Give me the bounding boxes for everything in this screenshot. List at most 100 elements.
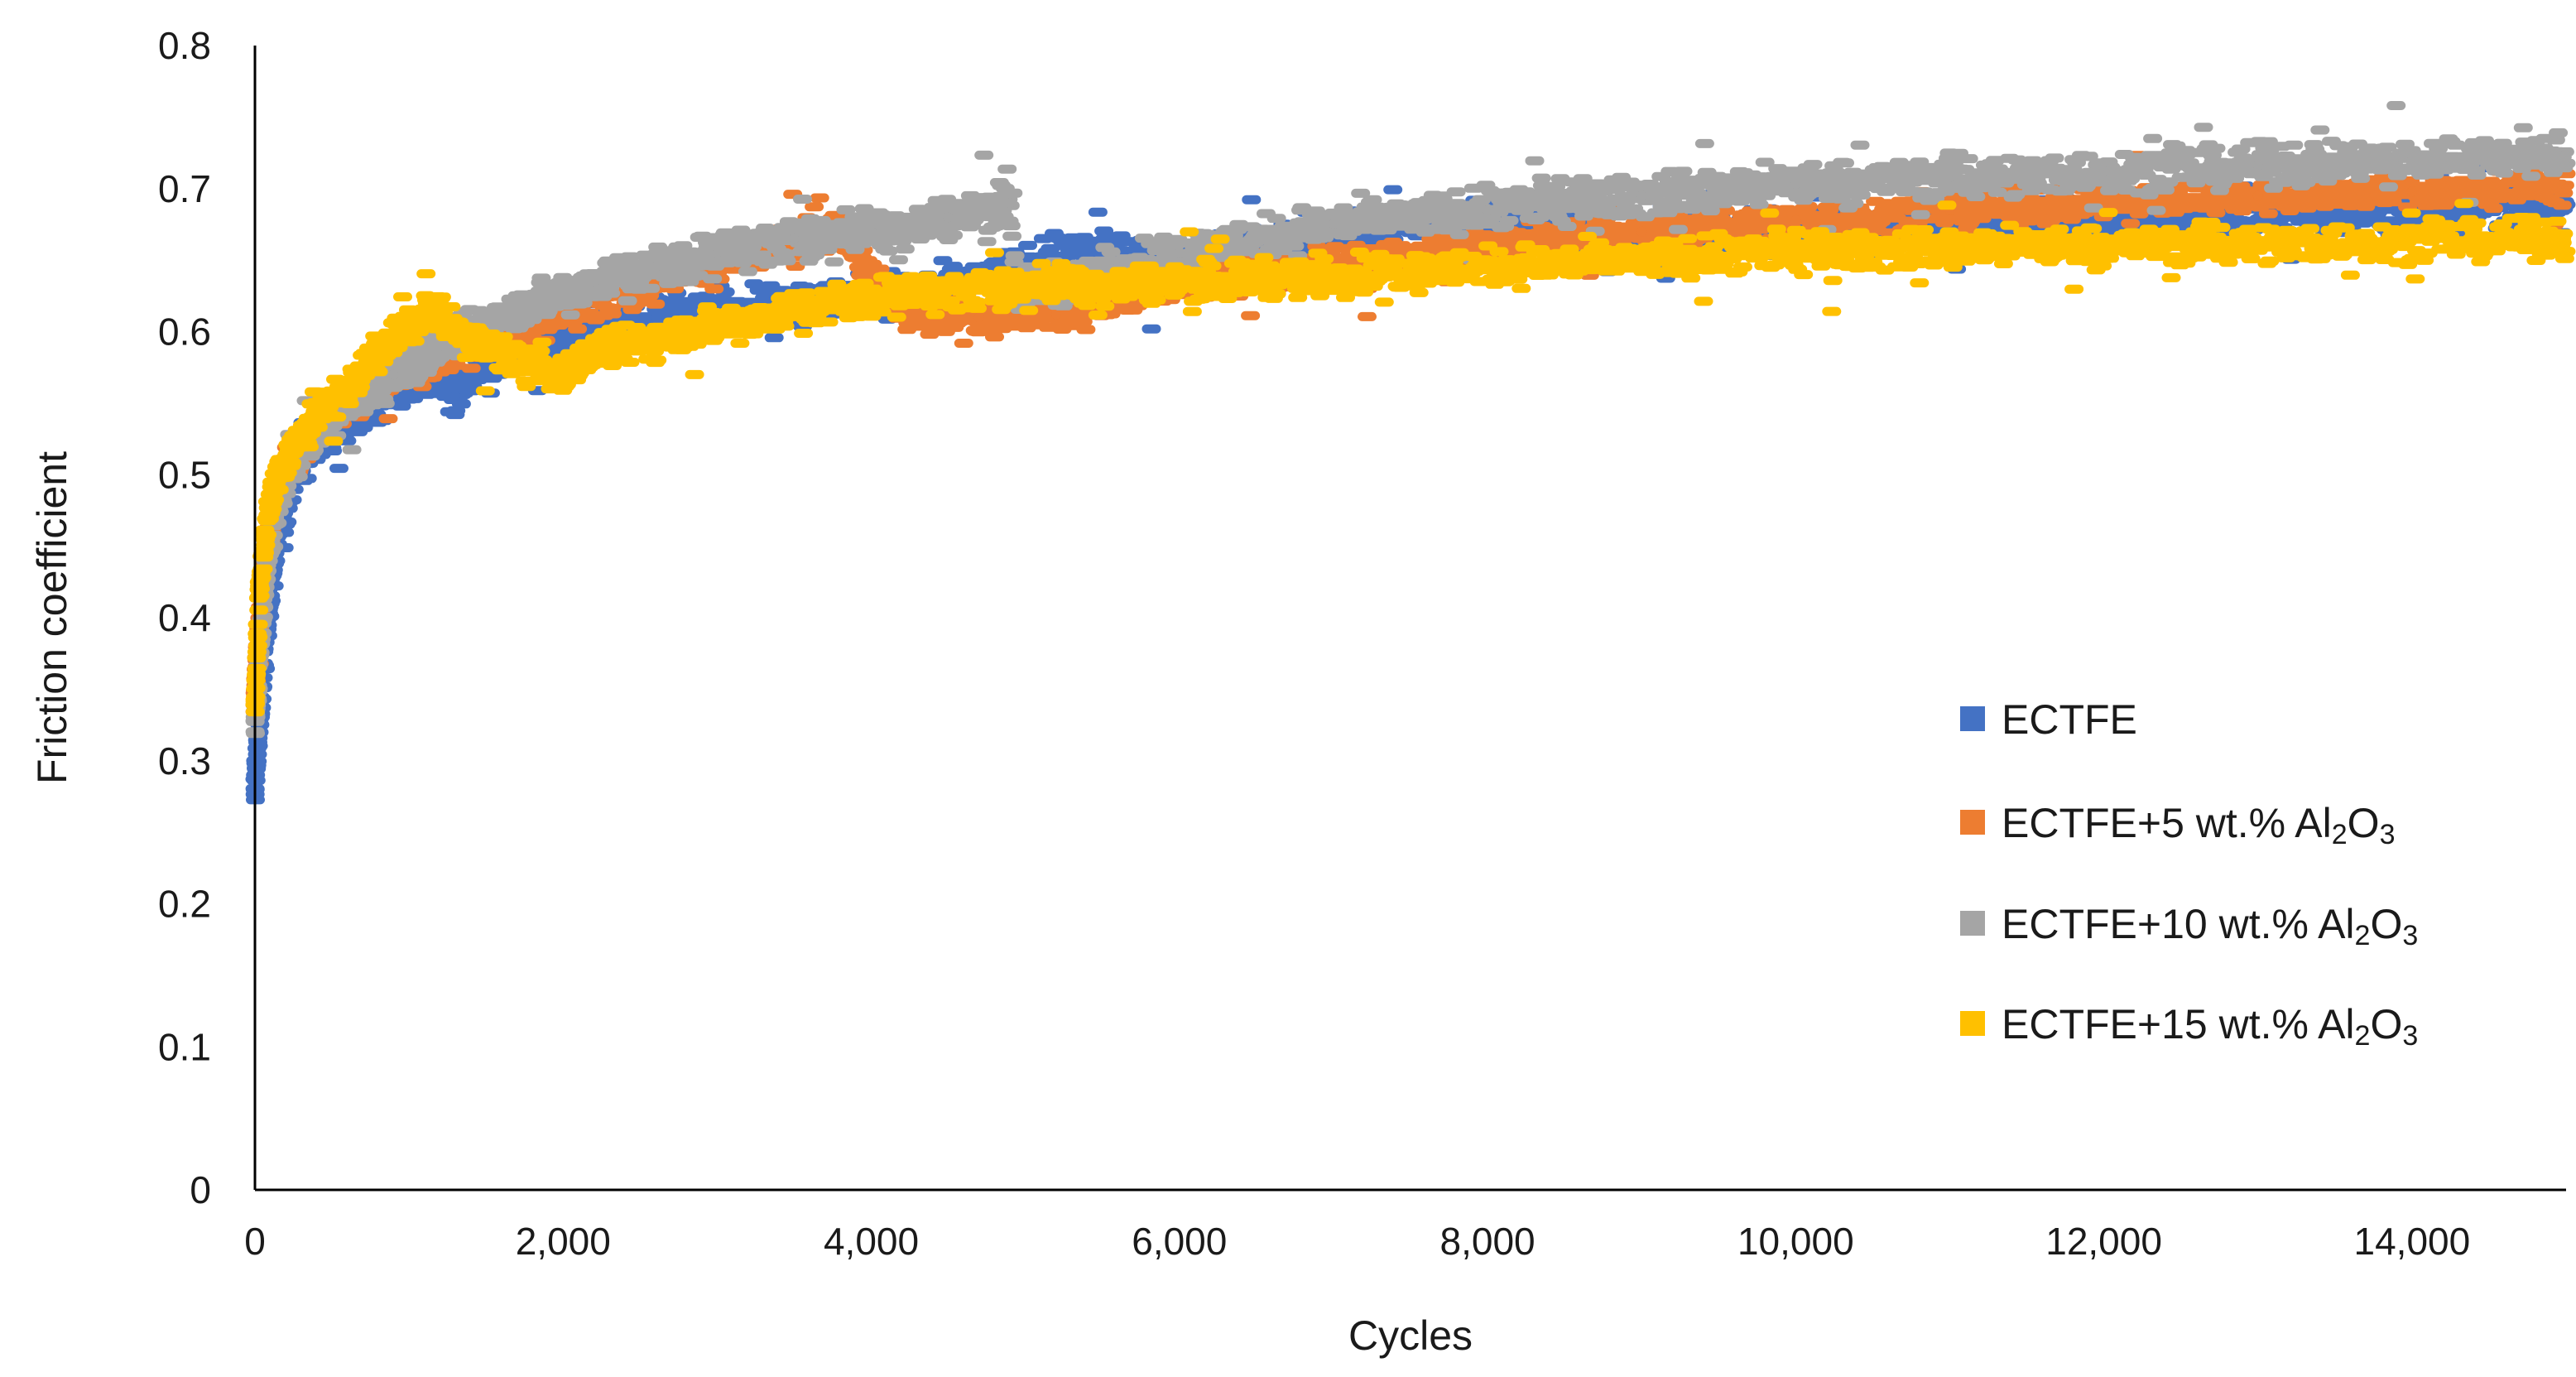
y-tick-label: 0.4 bbox=[158, 596, 211, 639]
x-tick-label: 2,000 bbox=[516, 1220, 611, 1263]
data-point bbox=[1790, 248, 1801, 258]
data-point bbox=[372, 348, 383, 359]
y-tick-label: 0.5 bbox=[158, 453, 211, 496]
data-point bbox=[2406, 236, 2417, 247]
data-point bbox=[550, 369, 560, 380]
data-layer bbox=[245, 101, 2576, 805]
legend-text-part: ECTFE+5 wt.% Al bbox=[2002, 800, 2332, 846]
data-point bbox=[1251, 234, 1262, 244]
legend-swatch bbox=[1960, 1011, 1985, 1036]
series-4 bbox=[245, 199, 2576, 717]
legend-text-part: O bbox=[2348, 800, 2380, 846]
data-point bbox=[1790, 179, 1801, 190]
data-point bbox=[342, 383, 353, 394]
data-point bbox=[1790, 214, 1801, 225]
data-point bbox=[272, 469, 283, 480]
data-point bbox=[650, 312, 661, 323]
legend-label: ECTFE+10 wt.% Al2O3 bbox=[2002, 901, 2418, 951]
data-point bbox=[712, 319, 723, 330]
x-tick-label: 0 bbox=[244, 1220, 266, 1263]
legend-text-part: ECTFE bbox=[2002, 696, 2137, 743]
data-point bbox=[1328, 219, 1338, 229]
data-point bbox=[1944, 171, 1955, 182]
data-point bbox=[1066, 248, 1077, 258]
data-point bbox=[1174, 248, 1185, 258]
legend-text-part: ECTFE+15 wt.% Al bbox=[2002, 1001, 2355, 1047]
data-point bbox=[789, 305, 800, 315]
data-point bbox=[450, 326, 460, 337]
legend-swatch bbox=[1960, 706, 1985, 731]
data-point bbox=[2561, 147, 2571, 158]
x-tick-label: 8,000 bbox=[1440, 1220, 1536, 1263]
legend-subscript: 3 bbox=[2402, 920, 2418, 951]
x-tick-label: 10,000 bbox=[1737, 1220, 1854, 1263]
data-point bbox=[866, 291, 877, 301]
legend-text-part: O bbox=[2370, 901, 2402, 947]
data-point bbox=[866, 226, 877, 237]
x-tick-label: 14,000 bbox=[2354, 1220, 2471, 1263]
data-point bbox=[2406, 155, 2417, 166]
legend-subscript: 3 bbox=[2380, 819, 2396, 850]
y-tick-label: 0.6 bbox=[158, 311, 211, 354]
data-point bbox=[1174, 277, 1185, 286]
legend-text-part: ECTFE+10 wt.% Al bbox=[2002, 901, 2355, 947]
data-point bbox=[789, 234, 800, 244]
data-point bbox=[527, 362, 537, 373]
data-point bbox=[1005, 198, 1016, 208]
legend-label: ECTFE+5 wt.% Al2O3 bbox=[2002, 800, 2395, 850]
data-point bbox=[2561, 234, 2571, 244]
y-tick-labels: 0 0.1 0.2 0.3 0.4 0.5 0.6 0.7 0.8 bbox=[158, 24, 211, 1211]
data-point bbox=[2098, 166, 2109, 176]
y-tick-label: 0.8 bbox=[158, 24, 211, 67]
x-tick-label: 4,000 bbox=[824, 1220, 919, 1263]
data-point bbox=[1050, 309, 1061, 320]
data-point bbox=[450, 391, 460, 402]
data-point bbox=[1020, 281, 1031, 291]
y-tick-label: 0.2 bbox=[158, 883, 211, 926]
data-point bbox=[2098, 240, 2109, 251]
data-point bbox=[388, 369, 399, 380]
data-point bbox=[262, 513, 272, 523]
legend-subscript: 2 bbox=[2332, 819, 2348, 850]
data-point bbox=[589, 348, 599, 359]
legend-swatch bbox=[1960, 810, 1985, 835]
data-point bbox=[254, 584, 265, 595]
data-point bbox=[2406, 186, 2417, 197]
data-point bbox=[650, 262, 661, 272]
data-point bbox=[1328, 269, 1338, 280]
data-point bbox=[527, 298, 537, 308]
data-point bbox=[288, 441, 299, 451]
data-point bbox=[712, 248, 723, 258]
data-point bbox=[435, 340, 445, 351]
data-point bbox=[1636, 190, 1647, 201]
y-tick-label: 0.7 bbox=[158, 167, 211, 210]
y-tick-label: 0.3 bbox=[158, 739, 211, 782]
data-point bbox=[481, 340, 492, 351]
x-axis-title: Cycles bbox=[1348, 1312, 1473, 1359]
legend-label: ECTFE bbox=[2002, 696, 2137, 743]
data-point bbox=[2252, 190, 2263, 201]
data-point bbox=[1636, 226, 1647, 237]
data-point bbox=[404, 319, 415, 330]
data-point bbox=[943, 212, 954, 223]
legend-swatch bbox=[1960, 911, 1985, 936]
y-axis-title: Friction coefficient bbox=[29, 451, 75, 784]
data-point bbox=[1097, 279, 1108, 290]
data-point bbox=[2252, 161, 2263, 171]
legend-subscript: 3 bbox=[2402, 1020, 2418, 1052]
data-point bbox=[427, 305, 438, 315]
data-point bbox=[650, 334, 661, 344]
y-tick-label: 0.1 bbox=[158, 1025, 211, 1068]
legend-label: ECTFE+15 wt.% Al2O3 bbox=[2002, 1001, 2418, 1052]
data-point bbox=[1483, 262, 1493, 272]
data-point bbox=[943, 286, 954, 297]
x-tick-label: 6,000 bbox=[1132, 1220, 1227, 1263]
data-point bbox=[1483, 205, 1493, 215]
x-tick-label: 12,000 bbox=[2045, 1220, 2162, 1263]
legend-text-part: O bbox=[2370, 1001, 2402, 1047]
data-point bbox=[1944, 243, 1955, 254]
data-point bbox=[973, 312, 984, 323]
